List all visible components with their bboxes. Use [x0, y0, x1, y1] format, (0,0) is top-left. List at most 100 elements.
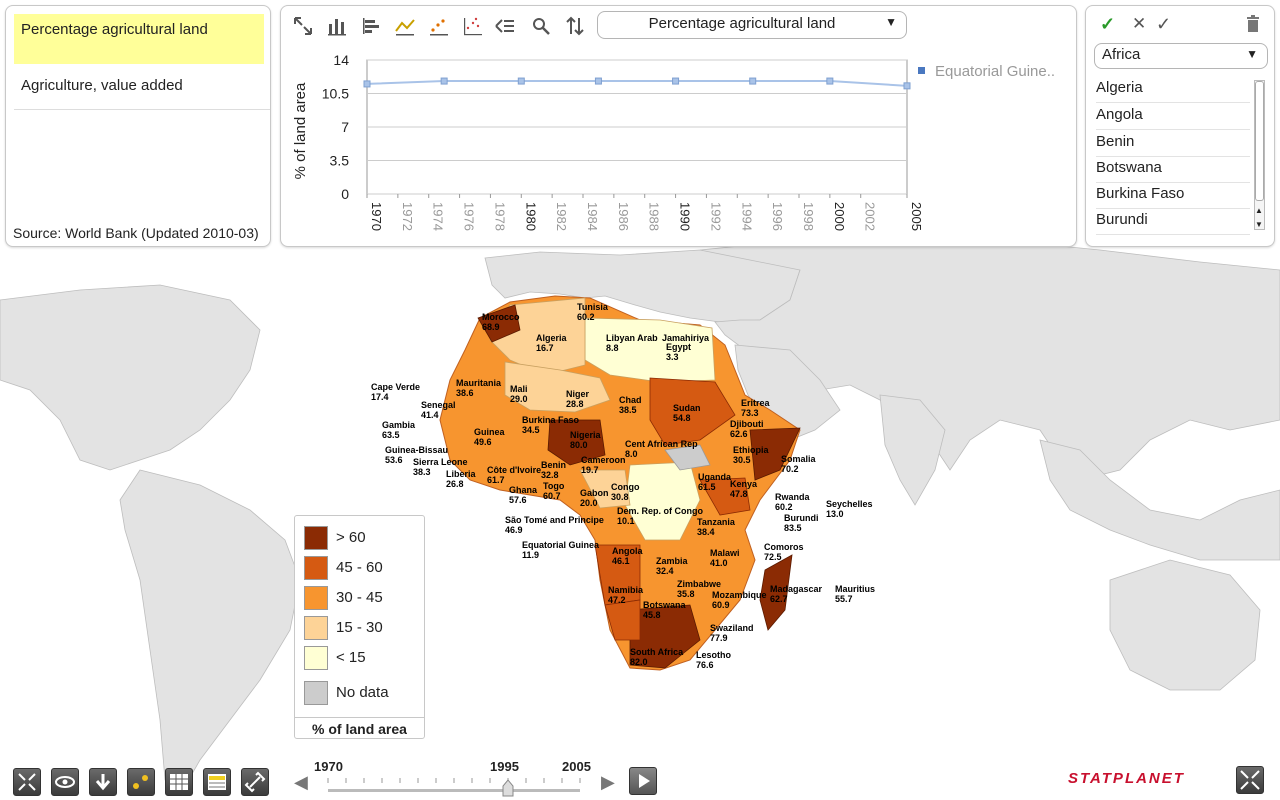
map-label: Benin 32.8 — [541, 460, 566, 480]
map-label: Senegal 41.4 — [421, 400, 456, 420]
map-label-country: Namibia — [608, 585, 644, 595]
collapse-button[interactable] — [1236, 766, 1264, 794]
country-item[interactable]: Algeria — [1096, 76, 1250, 103]
map-label-country: Congo — [611, 482, 640, 492]
indicator-panel: Percentage agricultural land Agriculture… — [5, 5, 271, 247]
fullscreen-button[interactable] — [13, 768, 41, 796]
zoom-icon[interactable] — [529, 14, 553, 38]
legend-label: > 60 — [336, 529, 366, 546]
line-chart[interactable]: % of land area 1970 1972 1974 1976 1978 1980 1… — [281, 46, 1076, 241]
timeline-slider[interactable] — [320, 774, 590, 798]
trash-icon[interactable] — [1244, 15, 1262, 33]
y-tick-label: 10.5 — [322, 86, 349, 102]
series-point — [903, 82, 911, 90]
sort-icon[interactable] — [563, 14, 587, 38]
bubble-icon[interactable] — [461, 14, 485, 38]
timeline-prev-icon[interactable]: ◀ — [294, 772, 308, 792]
map-label: Mauritania 38.6 — [456, 378, 501, 398]
indicator-item-selected[interactable]: Percentage agricultural land — [14, 14, 264, 64]
region-select[interactable]: Africa ▼ — [1094, 43, 1268, 69]
map-label: Lesotho 76.6 — [696, 650, 731, 670]
table-button[interactable] — [165, 768, 193, 796]
map-label-value: 32.8 — [541, 470, 559, 480]
map-label-country: Comoros — [764, 542, 804, 552]
timeline-next-icon[interactable]: ▶ — [601, 772, 615, 792]
legend-swatch — [304, 646, 328, 670]
bar-chart-icon[interactable] — [325, 14, 349, 38]
map-label-value: 68.9 — [482, 322, 500, 332]
southeast-asia-land — [1039, 439, 1280, 561]
map-label-country: Mali — [510, 384, 528, 394]
check-icon[interactable]: ✓ — [1100, 14, 1116, 34]
check-all-icon[interactable]: ✓ — [1156, 14, 1172, 34]
chevron-down-icon: ▼ — [885, 15, 897, 29]
map-label-country: Chad — [619, 395, 642, 405]
map-label-value: 60.9 — [712, 600, 730, 610]
country-scrollbar[interactable]: ▲ ▼ — [1254, 80, 1265, 230]
map-label-value: 82.0 — [630, 657, 648, 667]
indicator-item[interactable]: Agriculture, value added — [14, 75, 270, 110]
map-label: Botswana 45.8 — [643, 600, 686, 620]
series-point — [672, 77, 680, 85]
map-label-country: Swaziland — [710, 623, 754, 633]
link-button[interactable] — [241, 768, 269, 796]
map-label: Libyan Arab 8.8 — [606, 333, 658, 353]
y-tick-label: 7 — [341, 119, 349, 135]
map-legend: > 60 45 - 60 30 - 45 15 - 30 < 15 No data % o… — [294, 515, 425, 739]
map-label-country: Mauritania — [456, 378, 502, 388]
map-label-value: 26.8 — [446, 479, 464, 489]
x-tick-label: 1998 — [801, 202, 816, 231]
country-item[interactable]: Angola — [1096, 103, 1250, 130]
x-tick-label: 1986 — [616, 202, 631, 231]
map-label-value: 41.0 — [710, 558, 728, 568]
map-style-icon — [133, 775, 148, 789]
map-label: Somalia 70.2 — [781, 454, 816, 474]
scrollbar-thumb[interactable] — [1255, 81, 1264, 201]
map-label-value: 16.7 — [536, 343, 554, 353]
map-label-country: Angola — [612, 546, 643, 556]
legend-label: 30 - 45 — [336, 589, 383, 606]
map-style-button[interactable] — [127, 768, 155, 796]
series-point — [363, 80, 371, 88]
map-label: Sudan 54.8 — [673, 403, 701, 423]
map-label-country: Mauritius — [835, 584, 876, 594]
sort-list-icon[interactable] — [493, 14, 517, 38]
map-label-value: 49.6 — [474, 437, 492, 447]
legend-swatch — [304, 586, 328, 610]
play-button[interactable] — [629, 767, 657, 795]
map-label-country: Guinea-Bissau — [385, 445, 449, 455]
scroll-up-icon[interactable]: ▲ — [1255, 206, 1263, 215]
map-label-value: 30.5 — [733, 455, 751, 465]
country-item[interactable]: Botswana — [1096, 156, 1250, 183]
chart-indicator-value: Percentage agricultural land — [648, 15, 836, 32]
country-item[interactable]: Benin — [1096, 130, 1250, 157]
scroll-down-icon[interactable]: ▼ — [1255, 220, 1263, 229]
horizontal-bar-icon[interactable] — [359, 14, 383, 38]
close-icon[interactable]: ✕ — [1132, 14, 1147, 33]
chevron-down-icon: ▼ — [1246, 47, 1258, 61]
map-label-country: Ethiopia — [733, 445, 769, 455]
panel-button[interactable] — [203, 768, 231, 796]
series-point — [440, 77, 448, 85]
table-icon — [170, 774, 188, 790]
series-point — [594, 77, 602, 85]
download-button[interactable] — [89, 768, 117, 796]
fullscreen-icon[interactable] — [291, 14, 315, 38]
y-tick-label: 3.5 — [330, 153, 350, 169]
country-item[interactable]: Burundi — [1096, 208, 1250, 235]
line-chart-icon[interactable] — [393, 14, 417, 38]
map-label: Equatorial Guinea 11.9 — [522, 540, 599, 560]
map-label: Algeria 16.7 — [536, 333, 567, 353]
scatter-icon[interactable] — [427, 14, 451, 38]
view-button[interactable] — [51, 768, 79, 796]
country-item[interactable]: Burkina Faso — [1096, 182, 1250, 209]
map-label: Kenya 47.8 — [730, 479, 757, 499]
map-label-country: Eritrea — [741, 398, 770, 408]
series-line — [366, 80, 908, 87]
map-label: Malawi 41.0 — [710, 548, 740, 568]
map-label-value: 46.1 — [612, 556, 630, 566]
map-label-country: South Africa — [630, 647, 684, 657]
chart-indicator-select[interactable]: Percentage agricultural land ▼ — [597, 11, 907, 39]
map-label: Djibouti 62.6 — [730, 419, 764, 439]
map-label-country: Togo — [543, 481, 565, 491]
